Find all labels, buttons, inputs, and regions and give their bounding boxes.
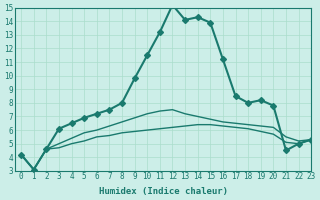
- X-axis label: Humidex (Indice chaleur): Humidex (Indice chaleur): [99, 187, 228, 196]
